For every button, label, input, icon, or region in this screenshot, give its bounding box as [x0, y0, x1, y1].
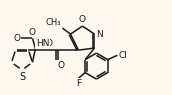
Text: O: O — [45, 39, 52, 48]
Text: F: F — [76, 79, 81, 88]
Text: O: O — [29, 28, 36, 37]
Text: O: O — [57, 61, 64, 70]
Text: Cl: Cl — [119, 51, 128, 60]
Text: O: O — [79, 15, 86, 24]
Text: CH₃: CH₃ — [46, 18, 61, 27]
Text: S: S — [19, 72, 25, 82]
Text: N: N — [96, 30, 103, 39]
Text: O: O — [13, 34, 20, 43]
Text: HN: HN — [36, 39, 49, 48]
